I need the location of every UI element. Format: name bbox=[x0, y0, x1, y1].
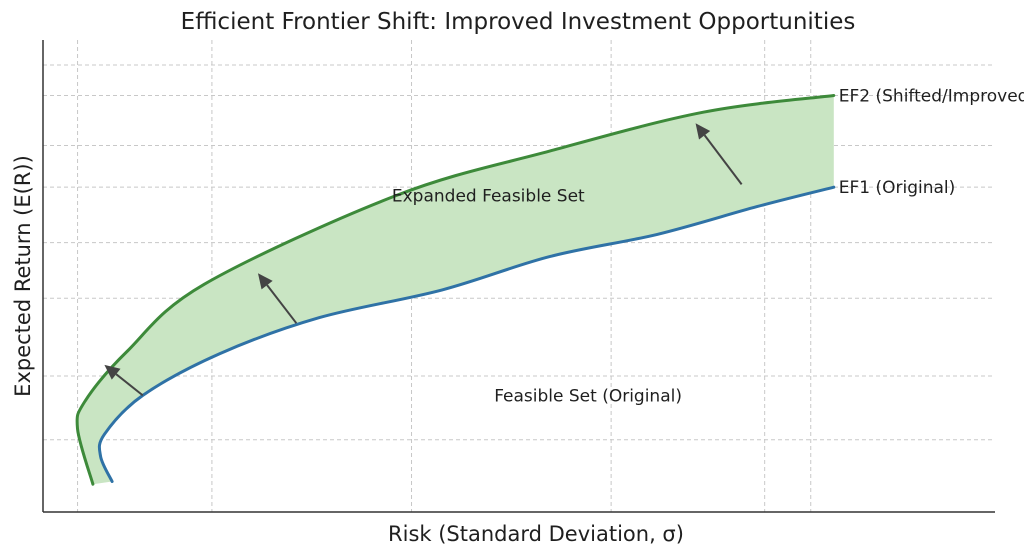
ef1-label: EF1 (Original) bbox=[839, 178, 956, 198]
ef2-curve bbox=[75, 94, 836, 486]
chart-title: Efficient Frontier Shift: Improved Inves… bbox=[181, 9, 856, 35]
expanded-feasible-set-label: Expanded Feasible Set bbox=[392, 186, 585, 206]
shift-arrow-head bbox=[257, 273, 273, 290]
ef2-label: EF2 (Shifted/Improved) bbox=[839, 87, 1024, 107]
feasible-set-label: Feasible Set (Original) bbox=[494, 386, 682, 406]
shift-arrow-head bbox=[695, 123, 711, 140]
shift-arrow-shaft bbox=[266, 284, 298, 324]
shift-arrow-shaft bbox=[115, 373, 144, 397]
shift-arrow-head bbox=[104, 364, 121, 380]
x-axis-label: Risk (Standard Deviation, σ) bbox=[388, 522, 684, 546]
shift-arrows bbox=[104, 123, 743, 397]
grid bbox=[43, 40, 995, 512]
shift-arrow-shaft bbox=[703, 134, 743, 185]
y-axis-label: Expected Return (E(R)) bbox=[11, 155, 35, 397]
expanded-feasible-region bbox=[77, 95, 834, 485]
ef1-curve bbox=[97, 185, 836, 483]
